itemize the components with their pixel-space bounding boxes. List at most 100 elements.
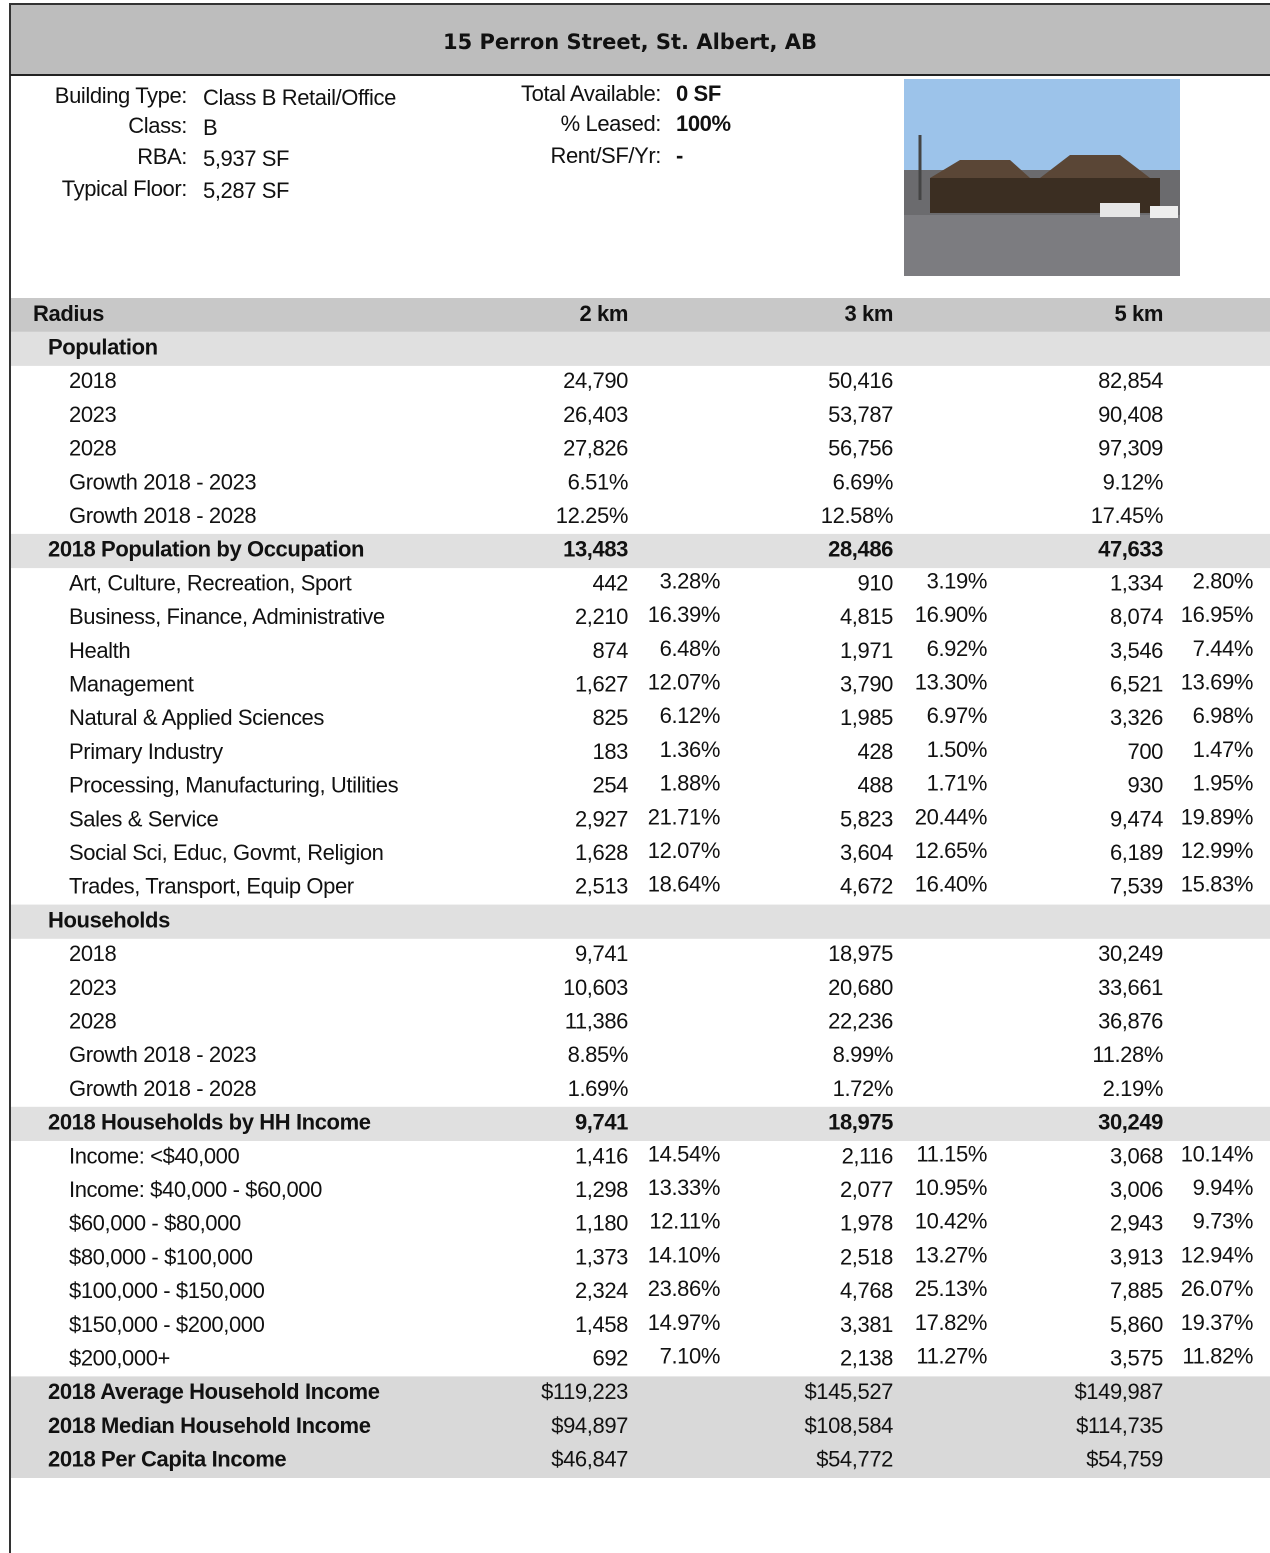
row-value: 3,326 <box>1110 705 1163 730</box>
detail-label: % Leased: <box>561 111 661 136</box>
row-value: 2.19% <box>1103 1076 1163 1101</box>
row-value: 7,539 <box>1110 874 1163 899</box>
detail-value: B <box>203 115 217 140</box>
row-share: 16.39% <box>648 602 720 627</box>
column-header: Radius <box>33 301 104 326</box>
row-share: 12.11% <box>649 1209 720 1234</box>
row-share: 6.12% <box>660 703 720 728</box>
detail-value: 5,937 SF <box>203 146 289 171</box>
row-label: Income: <$40,000 <box>69 1143 240 1168</box>
row-value: 33,661 <box>1098 975 1163 1000</box>
row-value: 50,416 <box>828 368 893 393</box>
row-share: 20.44% <box>915 804 987 829</box>
row-label: 2023 <box>69 402 117 427</box>
row-value: 12.25% <box>556 503 628 528</box>
row-value: 6.51% <box>568 469 628 494</box>
row-value: 3,381 <box>840 1312 893 1337</box>
row-share: 9.94% <box>1193 1175 1253 1200</box>
row-value: 1,627 <box>575 672 628 697</box>
summary-value: $46,847 <box>551 1447 628 1472</box>
summary-label: 2018 Median Household Income <box>48 1413 371 1438</box>
row-share: 18.64% <box>648 872 720 897</box>
row-label: Trades, Transport, Equip Oper <box>69 874 354 899</box>
row-label: $200,000+ <box>69 1346 170 1371</box>
row-value: 1,971 <box>840 638 893 663</box>
row-value: 27,826 <box>563 436 628 461</box>
row-value: 183 <box>592 739 628 764</box>
detail-value: 0 SF <box>676 81 721 106</box>
row-value: 2,324 <box>575 1278 628 1303</box>
row-share: 13.30% <box>915 670 987 695</box>
detail-label: Building Type: <box>55 83 187 108</box>
row-share: 12.07% <box>648 838 720 863</box>
row-label: Primary Industry <box>69 739 223 764</box>
row-value: 3,068 <box>1110 1143 1163 1168</box>
row-value: 82,854 <box>1098 368 1163 393</box>
row-value: 442 <box>592 570 628 595</box>
row-label: Growth 2018 - 2028 <box>69 503 256 528</box>
row-value: 428 <box>857 739 893 764</box>
row-share: 14.97% <box>648 1310 720 1335</box>
row-value: 3,006 <box>1110 1177 1163 1202</box>
row-value: 1,458 <box>575 1312 628 1337</box>
row-label: Growth 2018 - 2028 <box>69 1076 256 1101</box>
row-share: 10.42% <box>915 1209 987 1234</box>
section-title: Households <box>48 907 170 932</box>
row-value: 36,876 <box>1098 1009 1163 1034</box>
row-share: 17.82% <box>915 1310 987 1335</box>
row-label: Growth 2018 - 2023 <box>69 1042 256 1067</box>
row-share: 19.37% <box>1181 1310 1253 1335</box>
row-share: 16.40% <box>915 872 987 897</box>
row-value: 8.85% <box>568 1042 628 1067</box>
row-share: 6.92% <box>927 636 987 661</box>
row-label: Health <box>69 638 130 663</box>
section-band <box>11 332 1270 366</box>
row-label: Art, Culture, Recreation, Sport <box>69 570 352 595</box>
row-value: 9,741 <box>575 941 628 966</box>
row-value: 26,403 <box>563 402 628 427</box>
row-label: Natural & Applied Sciences <box>69 705 324 730</box>
row-value: 1,628 <box>575 840 628 865</box>
row-value: 1,180 <box>575 1211 628 1236</box>
row-value: 700 <box>1127 739 1163 764</box>
detail-label: Typical Floor: <box>62 176 187 201</box>
row-value: 97,309 <box>1098 436 1163 461</box>
row-value: 56,756 <box>828 436 893 461</box>
row-label: Social Sci, Educ, Govmt, Religion <box>69 840 384 865</box>
row-value: 825 <box>592 705 628 730</box>
row-value: 9,474 <box>1110 806 1163 831</box>
row-label: Management <box>69 672 194 697</box>
row-share: 11.15% <box>916 1141 987 1166</box>
section-title: 2018 Population by Occupation <box>48 537 364 562</box>
row-value: 2,116 <box>842 1143 894 1168</box>
row-label: Business, Finance, Administrative <box>69 604 385 629</box>
section-total: 47,633 <box>1098 537 1163 562</box>
row-value: 30,249 <box>1098 941 1163 966</box>
row-value: 2,138 <box>840 1346 893 1371</box>
row-label: 2023 <box>69 975 117 1000</box>
row-value: 2,210 <box>575 604 628 629</box>
row-value: 1.69% <box>568 1076 628 1101</box>
row-share: 1.71% <box>927 771 987 796</box>
row-share: 13.27% <box>915 1242 987 1267</box>
row-value: 2,077 <box>840 1177 893 1202</box>
row-value: 4,672 <box>840 874 893 899</box>
row-label: $80,000 - $100,000 <box>69 1244 253 1269</box>
row-value: 5,823 <box>840 806 893 831</box>
detail-value: - <box>676 143 683 168</box>
row-share: 2.80% <box>1193 568 1253 593</box>
summary-value: $119,223 <box>541 1379 628 1404</box>
summary-label: 2018 Average Household Income <box>48 1379 380 1404</box>
row-value: 1,978 <box>840 1211 893 1236</box>
row-label: Processing, Manufacturing, Utilities <box>69 773 399 798</box>
row-value: 2,943 <box>1110 1211 1163 1236</box>
row-value: 692 <box>592 1346 628 1371</box>
building-photo <box>904 79 1180 276</box>
summary-value: $54,772 <box>816 1447 893 1472</box>
row-share: 1.36% <box>660 737 720 762</box>
row-value: 3,575 <box>1110 1346 1163 1371</box>
row-value: 1,298 <box>575 1177 628 1202</box>
column-header: 5 km <box>1114 301 1163 326</box>
section-total: 9,741 <box>575 1110 628 1135</box>
row-share: 12.99% <box>1181 838 1253 863</box>
